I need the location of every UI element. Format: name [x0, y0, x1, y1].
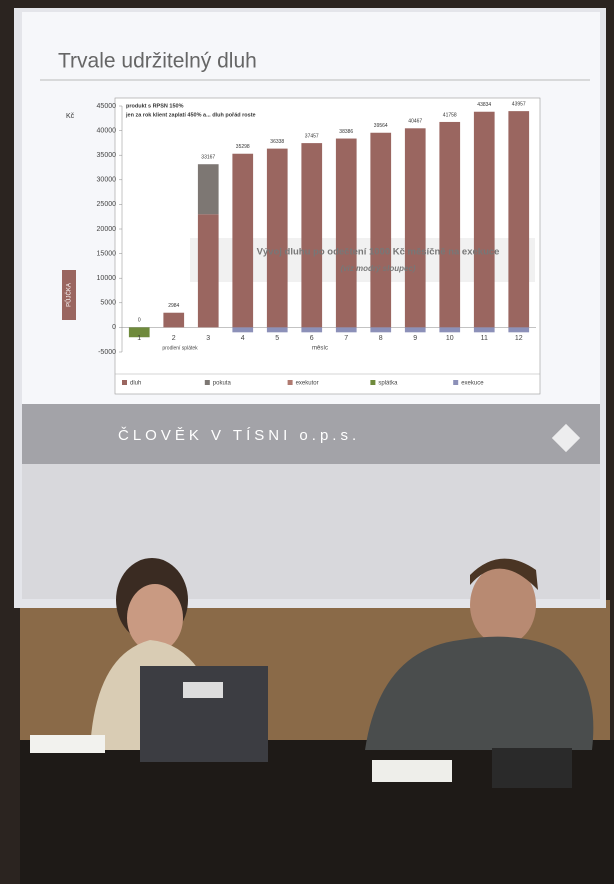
x-tick-label: 6: [310, 335, 314, 342]
bar-segment: [439, 327, 460, 332]
total-label: 41758: [443, 112, 457, 118]
y-axis-label: Kč: [66, 113, 75, 120]
x-tick-label: 12: [515, 335, 523, 342]
legend-label: pokuta: [213, 381, 232, 387]
legend-swatch: [122, 380, 127, 385]
y-tick-label: 0: [112, 324, 116, 331]
x-tick-label: 8: [379, 335, 383, 342]
y-tick-label: 15000: [97, 250, 117, 257]
bar-segment: [405, 128, 426, 327]
bar-segment: [370, 133, 391, 328]
x-tick-label: 2: [172, 335, 176, 342]
legend-label: splátka: [378, 381, 398, 387]
bar-segment: [267, 149, 288, 328]
device: [492, 748, 572, 788]
bar-segment: [336, 139, 357, 328]
x-tick-label: 9: [413, 335, 417, 342]
bar-segment: [267, 327, 288, 332]
x-axis-label: měsíc: [312, 346, 328, 352]
bar-segment: [198, 214, 219, 327]
x-tick-label: 3: [206, 335, 210, 342]
y-tick-label: 20000: [97, 226, 117, 233]
legend-swatch: [370, 380, 375, 385]
x-tick-label: 1: [137, 335, 141, 342]
bar-segment: [198, 164, 219, 214]
bar-segment: [370, 327, 391, 332]
y-tick-label: 5000: [100, 300, 116, 307]
overlay-text: (viz modrý sloupec): [340, 264, 415, 273]
total-label: 39564: [374, 123, 388, 129]
slide-title: Trvale udržitelný dluh: [58, 50, 257, 73]
total-label: 36338: [270, 139, 284, 145]
total-label: 0: [138, 318, 141, 324]
total-label: 38386: [339, 129, 353, 135]
bar-segment: [405, 327, 426, 332]
photo: Trvale udržitelný dluh ČLOVĚK V TÍSNI o.…: [0, 0, 614, 884]
y-tick-label: 10000: [97, 275, 117, 282]
bar-segment: [474, 112, 495, 328]
bar-segment: [232, 154, 253, 328]
total-label: 33167: [201, 155, 215, 161]
y-tick-label: 30000: [97, 177, 117, 184]
annotation: produkt s RPSN 150%: [126, 103, 184, 109]
total-label: 43957: [512, 101, 526, 107]
y-tick-label: 35000: [97, 152, 117, 159]
bar-segment: [301, 327, 322, 332]
bar-segment: [474, 327, 495, 332]
y-tick-label: 40000: [97, 127, 117, 134]
x-tick-label: 5: [275, 335, 279, 342]
x-tick-label: 4: [241, 335, 245, 342]
y-tick-label: 45000: [97, 103, 117, 110]
bar-segment: [301, 143, 322, 327]
annotation: jen za rok klient zaplatí 450% a... dluh…: [125, 112, 256, 118]
legend-label: exekuce: [461, 381, 484, 387]
bar-segment: [163, 313, 184, 328]
legend-swatch: [205, 380, 210, 385]
side-label: PŮJČKA: [66, 283, 73, 307]
x-tick-label: 11: [481, 335, 488, 342]
overlay-text: Vývoj dluhu po odečtení 1000 Kč měsíčně …: [257, 247, 500, 258]
bar-segment: [336, 327, 357, 332]
x-tick-label: 7: [344, 335, 348, 342]
total-label: 37457: [305, 133, 319, 139]
total-label: 43834: [477, 102, 491, 108]
bar-segment: [508, 111, 529, 327]
laptop: [140, 666, 268, 762]
legend-swatch: [453, 380, 458, 385]
paper: [30, 735, 105, 753]
bar-segment: [508, 327, 529, 332]
laptop-sticker: [183, 682, 223, 698]
x-tick-label: 10: [446, 335, 454, 342]
bar-segment: [232, 327, 253, 332]
bar-segment: [439, 122, 460, 327]
paper: [372, 760, 452, 782]
total-label: 2984: [168, 303, 179, 309]
legend-swatch: [288, 380, 293, 385]
slide-footer: ČLOVĚK V TÍSNI o.p.s.: [118, 427, 360, 444]
x-note: prodlení splátek: [162, 345, 198, 351]
y-tick-label: -5000: [98, 349, 116, 356]
legend-label: dluh: [130, 381, 141, 387]
total-label: 40467: [408, 119, 422, 125]
total-label: 35298: [236, 144, 250, 150]
legend-label: exekutor: [296, 381, 319, 387]
y-tick-label: 25000: [97, 201, 117, 208]
